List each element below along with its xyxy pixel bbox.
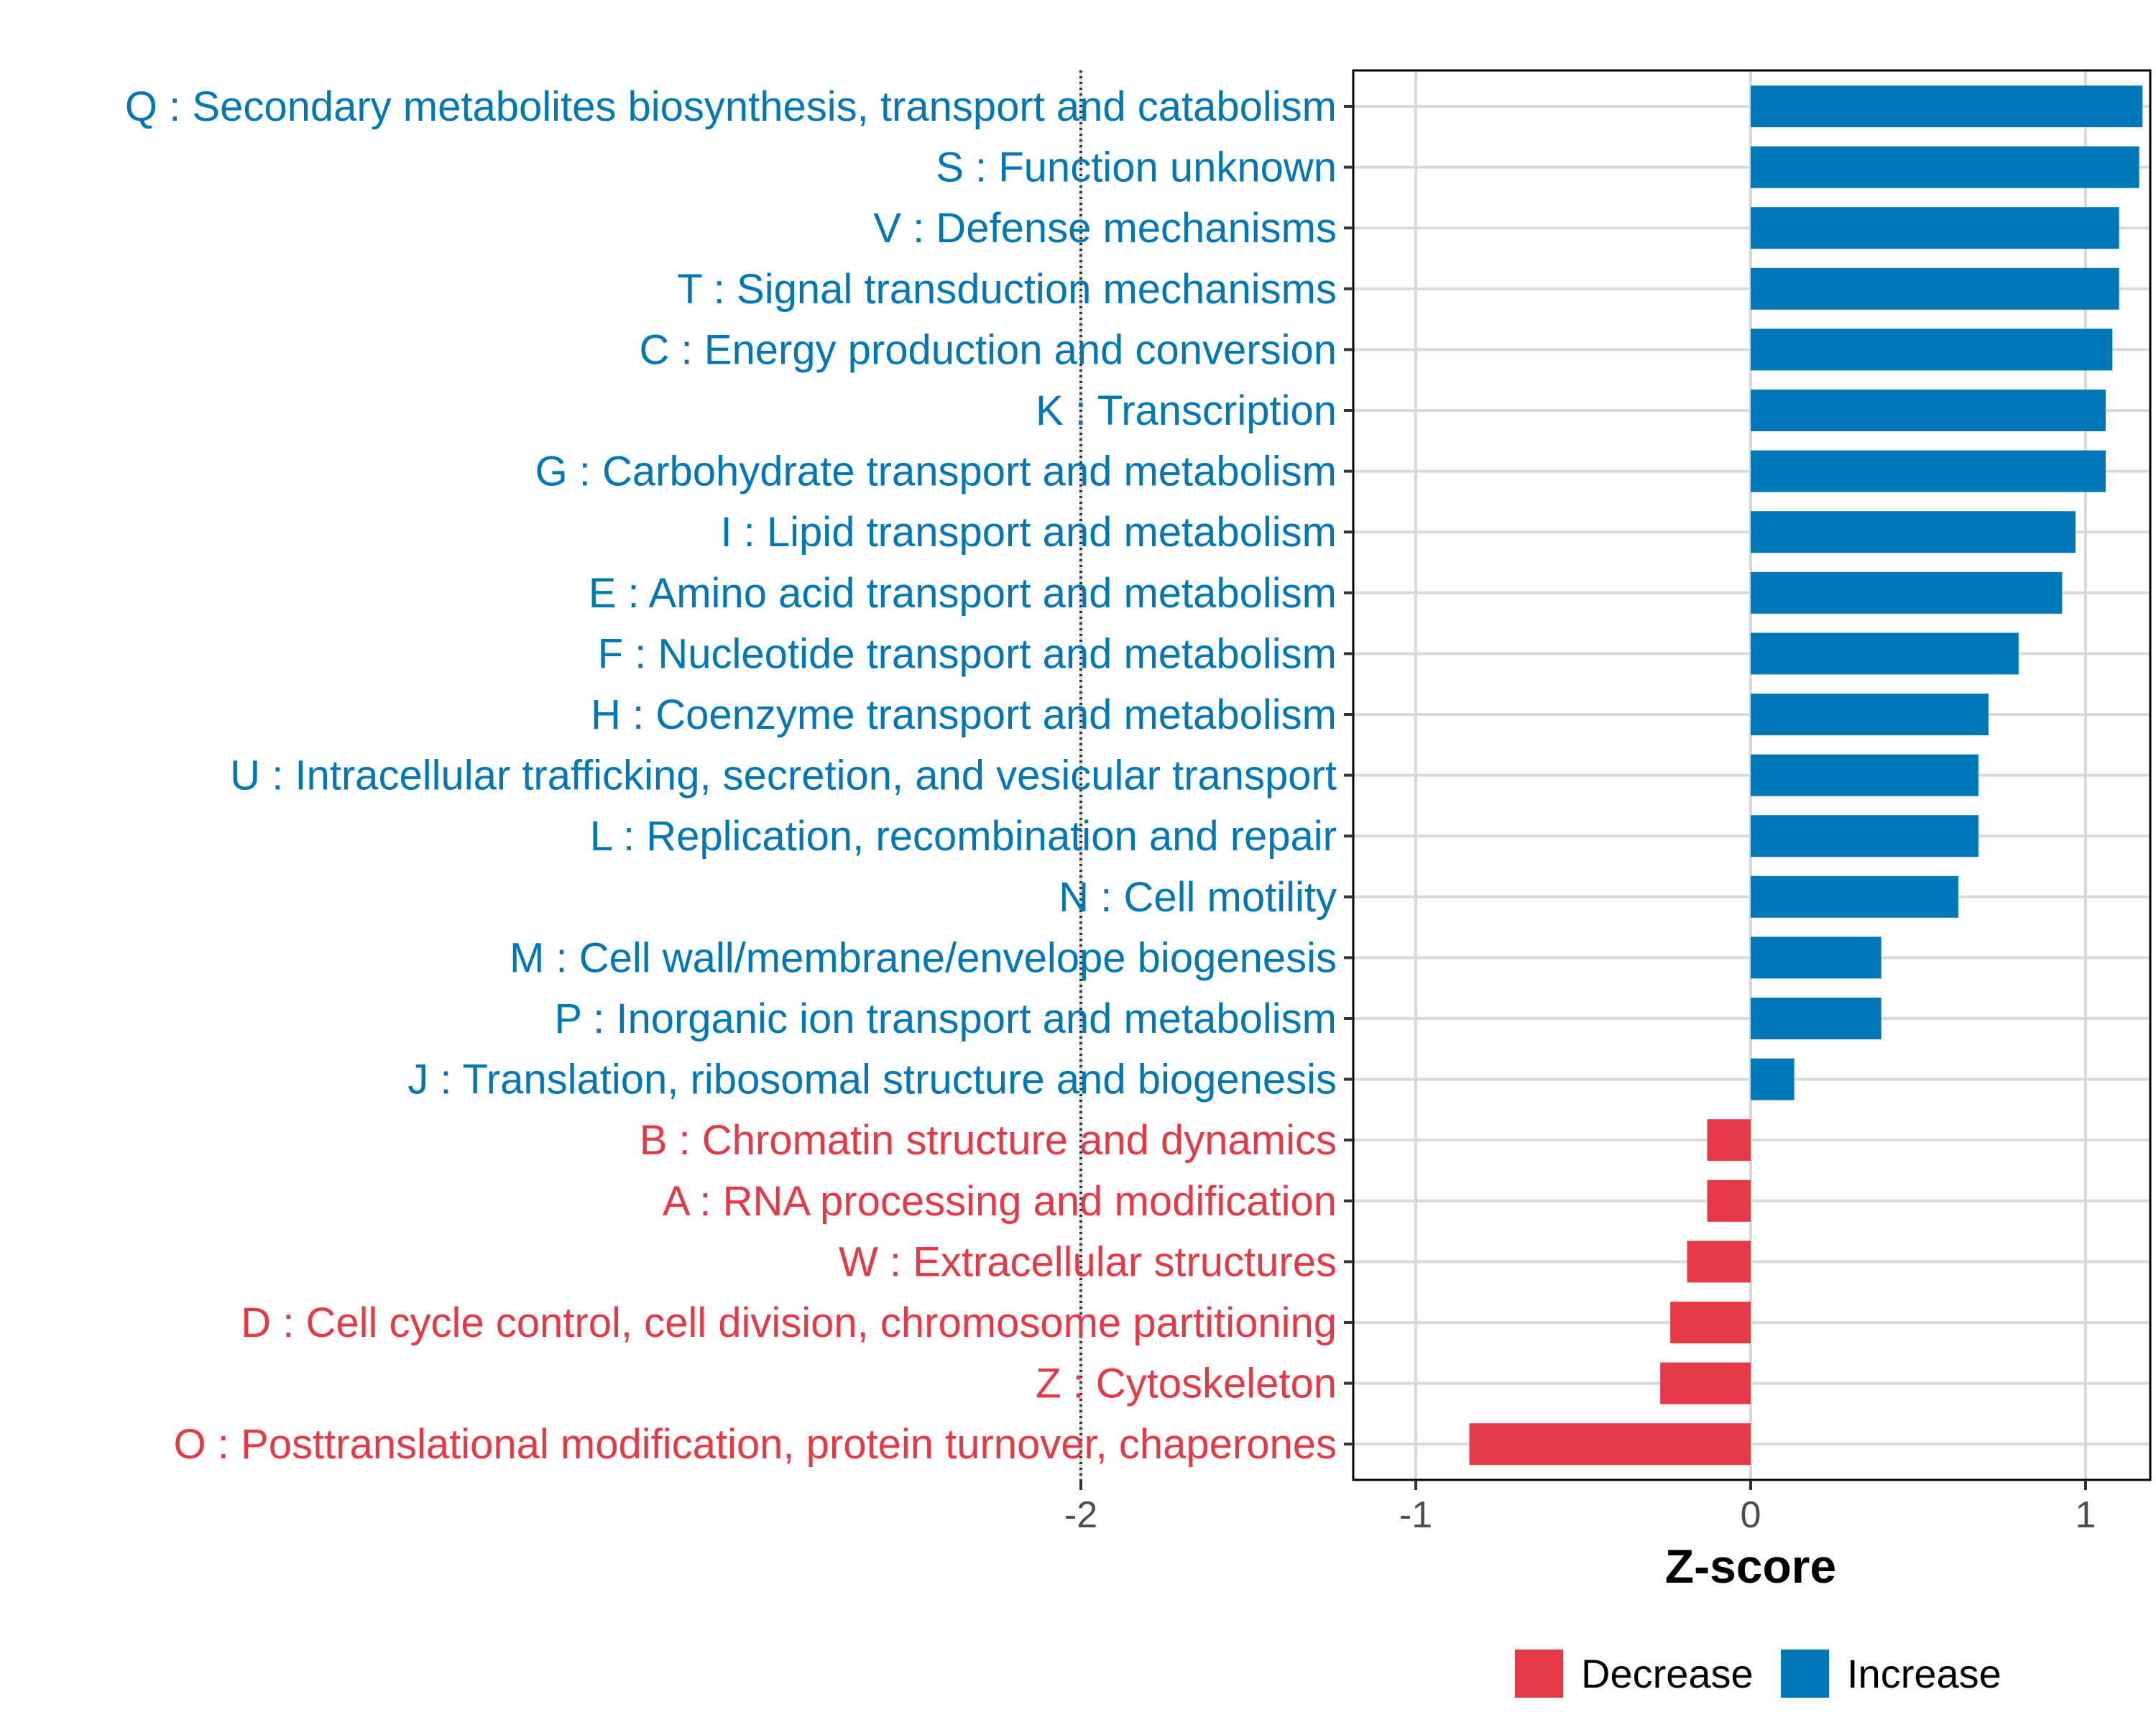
x-tick-label: 1 (2076, 1494, 2096, 1536)
bar-c (1751, 328, 2113, 371)
legend-key-decrease (1515, 1650, 1563, 1698)
bar-p (1751, 998, 1881, 1039)
category-label: F : Nucleotide transport and metabolism (598, 630, 1337, 677)
category-label: E : Amino acid transport and metabolism (589, 570, 1337, 617)
y-axis-ticks (1344, 105, 1353, 1446)
legend-key-increase (1781, 1650, 1829, 1698)
x-tick-label: 0 (1741, 1494, 1761, 1536)
bars (1469, 86, 2143, 1466)
category-label: M : Cell wall/membrane/envelope biogenes… (510, 934, 1337, 981)
category-label: C : Energy production and conversion (640, 326, 1337, 373)
category-label: B : Chromatin structure and dynamics (640, 1117, 1337, 1164)
bar-l (1751, 815, 1978, 857)
legend-label-increase: Increase (1847, 1651, 2001, 1696)
legend: Decrease Increase (1515, 1650, 2001, 1698)
category-label: Q : Secondary metabolites biosynthesis, … (125, 83, 1337, 130)
category-label: U : Intracellular trafficking, secretion… (230, 753, 1337, 799)
x-axis-title: Z-score (1665, 1540, 1836, 1593)
bar-q (1751, 86, 2143, 127)
bar-k (1751, 390, 2106, 431)
x-tick-label: -2 (1064, 1494, 1097, 1536)
category-label: P : Inorganic ion transport and metaboli… (554, 995, 1337, 1042)
category-label: I : Lipid transport and metabolism (720, 509, 1337, 556)
category-label: G : Carbohydrate transport and metabolis… (535, 448, 1337, 495)
bar-s (1751, 146, 2139, 188)
bar-d (1670, 1302, 1751, 1343)
category-label: D : Cell cycle control, cell division, c… (241, 1300, 1337, 1346)
category-label: V : Defense mechanisms (873, 205, 1337, 252)
bar-h (1751, 694, 1989, 735)
category-label: A : RNA processing and modification (663, 1178, 1337, 1225)
bar-j (1751, 1058, 1795, 1100)
bar-n (1751, 875, 1958, 918)
category-label: S : Function unknown (936, 144, 1337, 191)
bar-f (1751, 632, 2019, 675)
category-label: Z : Cytoskeleton (1036, 1361, 1337, 1407)
bar-z (1660, 1362, 1751, 1404)
category-label: T : Signal transduction mechanisms (677, 266, 1337, 313)
x-axis-ticks (1079, 1480, 2087, 1490)
category-label: J : Translation, ribosomal structure and… (407, 1057, 1337, 1103)
bar-m (1751, 937, 1881, 979)
category-label: W : Extracellular structures (839, 1238, 1337, 1285)
category-label: H : Coenzyme transport and metabolism (591, 691, 1337, 738)
reference-lines (1079, 70, 1082, 1480)
bar-t (1751, 267, 2119, 310)
category-label: K : Transcription (1036, 387, 1337, 434)
bar-u (1751, 754, 1978, 796)
bar-w (1687, 1241, 1751, 1283)
category-labels: Q : Secondary metabolites biosynthesis, … (125, 83, 1337, 1468)
bar-v (1751, 207, 2119, 249)
legend-label-decrease: Decrease (1581, 1651, 1754, 1696)
x-tick-labels: -2-1012 (1064, 1494, 2096, 1536)
category-label: L : Replication, recombination and repai… (590, 813, 1337, 860)
bar-e (1751, 571, 2063, 614)
x-tick-label: -1 (1399, 1494, 1432, 1536)
category-label: N : Cell motility (1059, 874, 1337, 921)
category-label: O : Posttranslational modification, prot… (174, 1421, 1337, 1468)
bar-g (1751, 450, 2106, 492)
bar-o (1469, 1423, 1751, 1466)
bar-b (1707, 1119, 1751, 1162)
bar-i (1751, 511, 2076, 553)
bar-a (1707, 1179, 1751, 1222)
